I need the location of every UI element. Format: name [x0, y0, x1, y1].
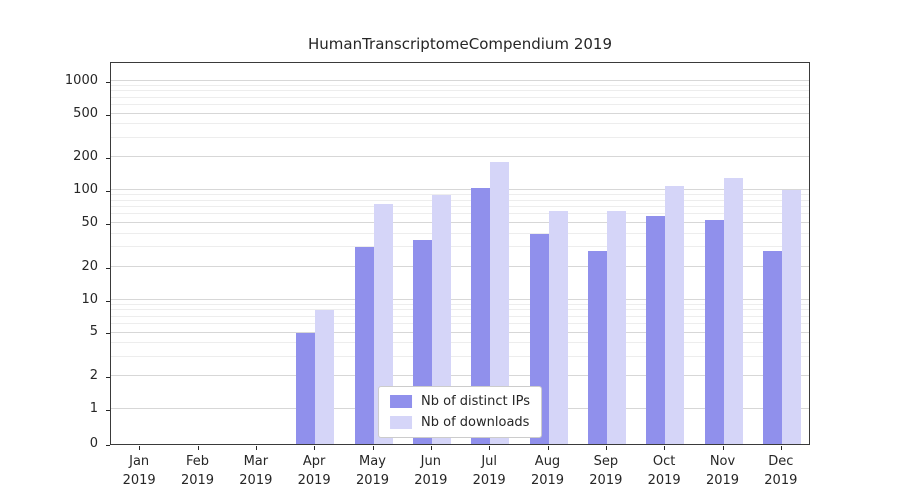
minor-gridline-7	[111, 315, 809, 317]
y-tick-label-20: 20	[81, 258, 98, 274]
bar-nb-of-downloads-oct-2019	[665, 185, 685, 444]
x-tick-label-dec: Dec 2019	[764, 454, 798, 488]
x-tick-label-aug: Aug 2019	[530, 454, 565, 488]
y-tick-label-100: 100	[73, 182, 98, 198]
x-tick-label-apr: Apr 2019	[297, 454, 331, 488]
x-tick-mark-may	[372, 446, 374, 450]
minor-gridline-80	[111, 199, 809, 201]
x-tick-label-jul: Jul 2019	[472, 454, 506, 488]
x-tick-label-may: May 2019	[355, 454, 390, 488]
minor-gridline-4	[111, 342, 809, 344]
bar-nb-of-downloads-sep-2019	[606, 210, 626, 444]
legend-label-nb-of-downloads: Nb of downloads	[421, 415, 530, 430]
minor-gridline-600	[111, 103, 809, 105]
major-gridline-2	[111, 375, 809, 377]
bar-nb-of-distinct-ips-oct-2019	[646, 216, 666, 444]
plot-area: Nb of distinct IPs Nb of downloads	[110, 62, 810, 445]
y-tick-mark-0	[106, 445, 110, 446]
x-tick-mark-dec	[780, 446, 782, 450]
y-tick-label-10: 10	[81, 291, 98, 307]
minor-gridline-9	[111, 303, 809, 305]
bar-nb-of-downloads-nov-2019	[723, 177, 743, 444]
y-tick-mark-1	[106, 409, 110, 411]
bar-nb-of-downloads-aug-2019	[548, 210, 568, 444]
x-tick-mark-oct	[664, 446, 666, 450]
x-tick-mark-sep	[605, 446, 607, 450]
bar-nb-of-downloads-jul-2019	[490, 162, 510, 444]
y-tick-mark-5	[106, 333, 110, 335]
minor-gridline-60	[111, 213, 809, 215]
y-tick-label-200: 200	[73, 149, 98, 165]
bar-nb-of-distinct-ips-apr-2019	[296, 332, 316, 444]
y-tick-label-500: 500	[73, 105, 98, 121]
x-tick-mark-jul	[489, 446, 491, 450]
legend-label-nb-of-distinct-ips: Nb of distinct IPs	[421, 394, 530, 409]
bar-nb-of-downloads-jun-2019	[431, 195, 451, 444]
minor-gridline-400	[111, 123, 809, 125]
bar-nb-of-downloads-dec-2019	[781, 190, 801, 444]
x-tick-label-jan: Jan 2019	[122, 454, 156, 488]
major-gridline-20	[111, 265, 809, 267]
x-tick-label-mar: Mar 2019	[239, 454, 273, 488]
minor-gridline-800	[111, 90, 809, 92]
y-tick-mark-10	[106, 300, 110, 302]
legend: Nb of distinct IPs Nb of downloads	[378, 386, 542, 438]
x-tick-label-sep: Sep 2019	[589, 454, 623, 488]
x-tick-mark-apr	[314, 446, 316, 450]
y-tick-mark-1000	[106, 81, 110, 83]
major-gridline-100	[111, 189, 809, 191]
x-tick-mark-jan	[139, 446, 141, 450]
y-tick-label-5: 5	[89, 324, 98, 340]
y-tick-mark-2	[106, 377, 110, 379]
y-tick-mark-100	[106, 191, 110, 193]
y-tick-mark-20	[106, 267, 110, 269]
legend-item-nb-of-downloads: Nb of downloads	[390, 415, 530, 430]
y-tick-label-1: 1	[89, 400, 98, 416]
major-gridline-500	[111, 112, 809, 114]
major-gridline-50	[111, 222, 809, 224]
x-tick-label-nov: Nov 2019	[705, 454, 740, 488]
y-tick-mark-50	[106, 224, 110, 226]
bar-nb-of-downloads-apr-2019	[315, 310, 335, 444]
minor-gridline-8	[111, 309, 809, 311]
x-tick-label-oct: Oct 2019	[647, 454, 681, 488]
x-tick-mark-jun	[430, 446, 432, 450]
y-tick-label-2: 2	[89, 368, 98, 384]
minor-gridline-6	[111, 322, 809, 324]
y-tick-mark-200	[106, 158, 110, 160]
bar-nb-of-distinct-ips-sep-2019	[587, 250, 607, 444]
x-tick-mark-aug	[547, 446, 549, 450]
bar-nb-of-distinct-ips-dec-2019	[762, 250, 782, 444]
minor-gridline-40	[111, 232, 809, 234]
y-tick-label-0: 0	[89, 436, 98, 451]
chart-title: HumanTranscriptomeCompendium 2019	[307, 35, 612, 53]
minor-gridline-30	[111, 246, 809, 248]
legend-swatch-nb-of-distinct-ips	[390, 395, 413, 408]
minor-gridline-90	[111, 194, 809, 196]
bar-nb-of-downloads-may-2019	[373, 203, 393, 444]
minor-gridline-900	[111, 84, 809, 86]
x-tick-label-jun: Jun 2019	[414, 454, 448, 488]
y-tick-label-1000: 1000	[64, 72, 98, 88]
y-tick-mark-500	[106, 114, 110, 116]
minor-gridline-700	[111, 96, 809, 98]
major-gridline-10	[111, 298, 809, 300]
x-tick-mark-mar	[255, 446, 257, 450]
minor-gridline-300	[111, 136, 809, 138]
bar-nb-of-distinct-ips-jul-2019	[471, 187, 491, 444]
x-tick-label-feb: Feb 2019	[180, 454, 215, 488]
x-tick-mark-feb	[197, 446, 199, 450]
x-tick-mark-nov	[722, 446, 724, 450]
bar-nb-of-distinct-ips-nov-2019	[704, 220, 724, 444]
minor-gridline-70	[111, 206, 809, 208]
minor-gridline-3	[111, 355, 809, 357]
major-gridline-200	[111, 156, 809, 158]
legend-item-nb-of-distinct-ips: Nb of distinct IPs	[390, 394, 530, 409]
y-tick-label-50: 50	[81, 215, 98, 231]
legend-swatch-nb-of-downloads	[390, 416, 413, 429]
bar-nb-of-distinct-ips-may-2019	[354, 247, 374, 444]
major-gridline-1000	[111, 79, 809, 81]
major-gridline-5	[111, 331, 809, 333]
